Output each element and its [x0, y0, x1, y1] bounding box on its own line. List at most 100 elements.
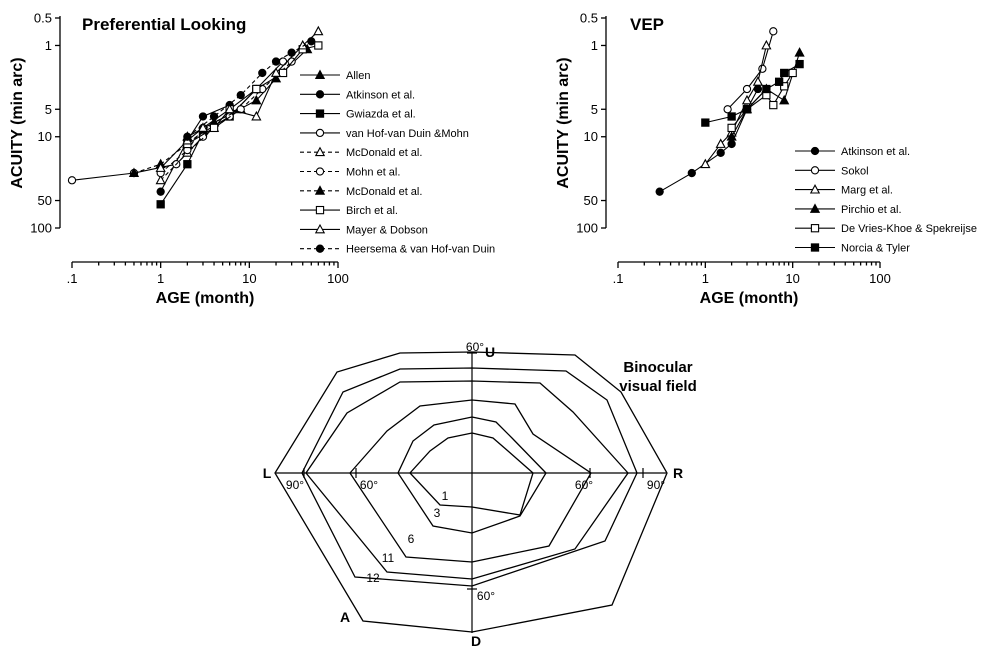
legend-entry: McDonald et al. [300, 146, 422, 159]
legend-entry: Allen [300, 69, 370, 82]
visual-field-contour-5 [409, 432, 534, 516]
series-3 [67, 57, 288, 185]
data-point [183, 132, 192, 141]
data-point [307, 37, 316, 46]
data-point [271, 57, 281, 66]
y-tick-label: 1 [591, 38, 598, 53]
data-point [742, 105, 752, 114]
legend-marker [315, 109, 325, 118]
data-point [727, 139, 736, 149]
data-point [270, 67, 282, 77]
data-point [716, 148, 725, 157]
data-point [313, 25, 324, 36]
y-tick-label: 100 [576, 221, 598, 236]
series-8 [155, 25, 324, 172]
data-point [156, 200, 165, 209]
data-point [723, 105, 732, 114]
legend-label: Atkinson et al. [841, 146, 910, 158]
y-axis-label: ACUITY (min arc) [555, 57, 572, 188]
data-point [156, 187, 165, 196]
data-point [236, 90, 245, 100]
legend-marker [315, 167, 325, 176]
data-point [183, 160, 192, 169]
data-point [278, 68, 288, 78]
data-point [788, 68, 797, 78]
data-point [769, 100, 778, 110]
series-9 [183, 37, 316, 141]
legend-marker [314, 69, 326, 79]
data-point [769, 27, 778, 36]
legend-entry: Sokol [795, 165, 869, 177]
y-axis-label: ACUITY (min arc) [9, 57, 26, 188]
contour-label: 12 [366, 571, 380, 585]
chart-title: VEP [630, 15, 664, 34]
legend-entry: McDonald et al. [300, 185, 422, 198]
scale-label: 60° [477, 589, 495, 603]
preferential-looking-chart: 0.5 1 5 10 50 100 .1 1 10 100 Preferential Looking… [9, 11, 495, 308]
data-point [155, 174, 166, 185]
scale-label: 60° [575, 478, 593, 492]
series-5 [701, 59, 804, 127]
chart-title: Preferential Looking [82, 15, 246, 34]
legend-marker [809, 203, 821, 213]
series-line [704, 45, 767, 165]
data-point [67, 176, 77, 185]
x-tick-label: 100 [869, 271, 891, 286]
y-tick-label: 10 [584, 129, 598, 144]
data-point [287, 48, 296, 57]
y-tick-label: 5 [45, 102, 52, 117]
legend-entry: Atkinson et al. [795, 146, 910, 158]
data-point [198, 112, 208, 121]
direction-label: U [485, 344, 495, 360]
data-point [727, 112, 736, 121]
data-point [251, 110, 262, 121]
legend-label: Sokol [841, 165, 869, 177]
legend-marker [314, 185, 326, 195]
radar-title-line: visual field [619, 378, 697, 395]
data-point [780, 68, 789, 78]
y-tick-label: 1 [45, 38, 52, 53]
legend-label: Mohn et al. [346, 167, 400, 179]
legend-label: McDonald et al. [346, 147, 422, 159]
y-tick-label: 100 [30, 221, 52, 236]
data-point [687, 168, 696, 178]
contour-label: 6 [408, 532, 415, 546]
scale-label: 60° [466, 340, 484, 354]
x-tick-label: .1 [613, 271, 624, 286]
y-tick-label: 0.5 [580, 11, 598, 26]
series-line [727, 31, 774, 110]
data-point [197, 122, 209, 132]
data-point [779, 94, 790, 105]
data-point [761, 39, 772, 50]
data-point [655, 187, 664, 196]
data-point [209, 112, 219, 121]
visual-field-contour-4 [397, 416, 547, 534]
legend-marker [810, 224, 820, 233]
legend-entry: De Vries-Khoe & Spekreijse [795, 223, 977, 235]
data-point [741, 94, 753, 105]
data-point [715, 138, 726, 148]
legend-label: Birch et al. [346, 205, 398, 217]
data-point [155, 162, 166, 172]
data-point [795, 59, 804, 69]
legend-entry: Pirchio et al. [795, 203, 902, 216]
legend-marker [314, 146, 326, 157]
x-tick-label: 10 [242, 271, 256, 286]
series-2 [156, 84, 261, 209]
x-tick-label: 1 [702, 271, 709, 286]
legend-entry: Birch et al. [300, 205, 398, 217]
legend-label: Gwiazda et al. [346, 109, 416, 121]
data-point [209, 123, 219, 133]
x-tick-label: 10 [785, 271, 799, 286]
data-point [314, 41, 323, 50]
legend-marker [810, 146, 820, 156]
data-point [236, 105, 245, 114]
legend-label: McDonald et al. [346, 186, 422, 198]
legend-entry: Gwiazda et al. [300, 109, 416, 121]
visual-field-contour-2 [305, 380, 629, 580]
legend-entry: Mayer & Dobson [300, 223, 428, 236]
legend-marker [315, 244, 325, 253]
scale-label: 90° [647, 478, 665, 492]
scale-label: 60° [360, 478, 378, 492]
